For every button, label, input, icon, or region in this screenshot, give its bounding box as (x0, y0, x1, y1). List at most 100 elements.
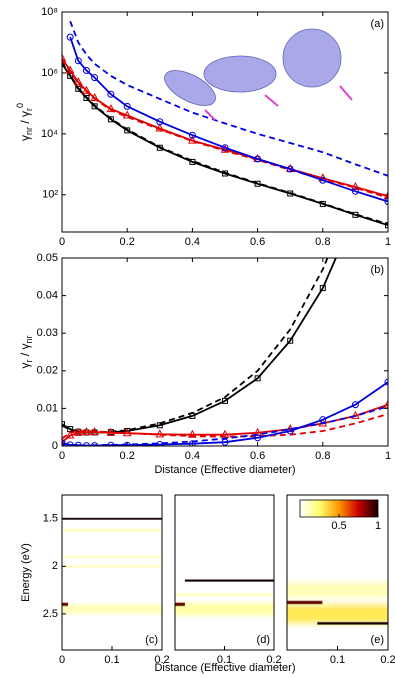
band (175, 592, 274, 598)
y-tick-label: 2.5 (43, 608, 58, 620)
marker (65, 430, 75, 439)
plot-area (62, 258, 388, 446)
y-axis-label: Energy (eV) (20, 543, 32, 602)
marker (254, 180, 261, 187)
axes-frame (286, 494, 389, 651)
y-tick-label: 10⁴ (41, 128, 58, 140)
marker (286, 427, 294, 435)
y-axis-label-part: γ (18, 363, 32, 369)
heatmap-area (287, 495, 388, 650)
band (175, 599, 274, 619)
x-tick-label: 0 (59, 450, 65, 462)
series-line (62, 413, 388, 440)
x-tick-label: 0.2 (154, 654, 169, 666)
marker (156, 118, 164, 126)
x-tick-label: 0.1 (217, 654, 232, 666)
marker (122, 110, 132, 119)
axes-frame (61, 257, 389, 447)
x-tick-label: 0.1 (104, 654, 119, 666)
y-tick-label: 0.02 (37, 365, 58, 377)
marker (62, 421, 65, 428)
y-axis-label: γr / γnr (18, 335, 34, 368)
heatmap-area (62, 495, 162, 650)
x-tick-label: 0.1 (330, 654, 345, 666)
band (175, 601, 185, 607)
panel-label: (c) (145, 634, 158, 646)
x-tick-label: 1 (385, 450, 391, 462)
y-tick-label: 10⁶ (41, 67, 58, 79)
marker (384, 198, 388, 206)
colorbar-tick-label: 0.5 (331, 520, 346, 532)
marker (74, 57, 82, 65)
band (317, 621, 388, 626)
axes-frame (174, 494, 275, 651)
y-axis-label-part: r (24, 360, 34, 363)
marker (189, 158, 196, 165)
x-axis-label: Distance (Effective diameter) (154, 464, 295, 476)
marker (286, 165, 294, 173)
y-tick-label: 0.03 (37, 327, 58, 339)
x-tick-label: 0.8 (315, 450, 330, 462)
marker (384, 378, 388, 386)
band (62, 528, 162, 533)
marker (287, 337, 294, 344)
marker (351, 187, 359, 195)
band (184, 578, 274, 583)
marker (66, 33, 74, 41)
marker (62, 53, 67, 62)
panel-label: (a) (371, 18, 384, 30)
marker (351, 181, 360, 191)
marker (91, 74, 99, 82)
x-tick-label: 0.4 (185, 236, 200, 248)
y-tick-label: 0.04 (37, 290, 58, 302)
marker (82, 85, 91, 94)
panel-label: (e) (371, 634, 384, 646)
marker (383, 191, 388, 200)
marker (188, 429, 197, 438)
marker (62, 439, 66, 446)
y-axis-label-part: nr (24, 335, 34, 343)
marker (73, 77, 83, 86)
y-tick-label: 0 (52, 440, 58, 452)
marker (107, 90, 115, 98)
x-tick-label: 0 (59, 236, 65, 248)
x-axis-label: Distance (Effective diameter) (154, 662, 295, 674)
y-tick-label: 0.05 (37, 252, 58, 264)
y-tick-label: 10⁸ (41, 6, 58, 18)
band (287, 600, 323, 605)
marker (254, 434, 262, 442)
band (62, 554, 162, 559)
panel-label: (d) (257, 634, 270, 646)
y-tick-label: 10² (42, 189, 58, 201)
marker (82, 67, 90, 75)
marker (351, 410, 360, 419)
band (62, 564, 162, 569)
band (62, 601, 162, 617)
marker (254, 155, 262, 163)
marker (73, 427, 83, 436)
panel-label: (b) (371, 264, 384, 276)
x-tick-label: 0.8 (315, 236, 330, 248)
marker (383, 399, 388, 408)
marker (155, 429, 165, 438)
marker (222, 397, 228, 404)
marker (156, 440, 164, 446)
series-line (62, 405, 388, 446)
marker (155, 123, 165, 132)
x-tick-label: 0.4 (185, 450, 200, 462)
marker (123, 102, 131, 110)
plot-area (62, 20, 388, 229)
axes-frame (61, 494, 163, 651)
marker (351, 401, 359, 409)
y-axis-label-part: γ (18, 135, 32, 141)
x-tick-label: 1 (385, 236, 391, 248)
y-tick-label: 1.5 (43, 513, 58, 525)
marker (188, 135, 197, 144)
marker (319, 200, 326, 207)
marker (107, 116, 114, 123)
marker (253, 427, 262, 436)
x-tick-label: 0.2 (380, 654, 395, 666)
series-line (62, 258, 337, 434)
series-line (62, 258, 329, 434)
heatmap-area (175, 495, 274, 650)
